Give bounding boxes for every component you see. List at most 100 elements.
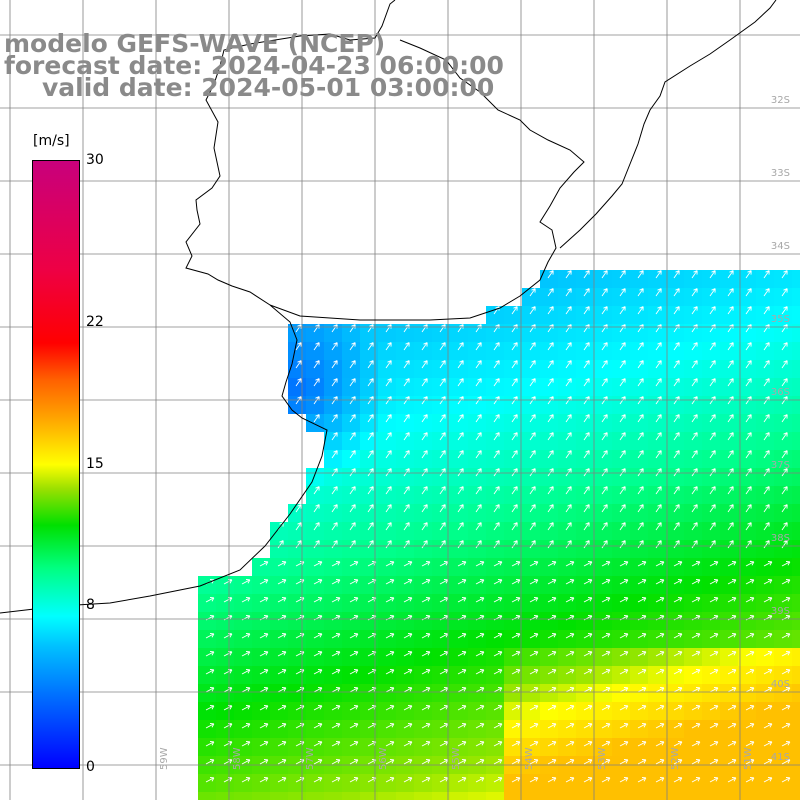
wind-arrow: [241, 687, 251, 693]
wind-speed-cell: [270, 612, 288, 630]
wind-speed-cell: [432, 342, 450, 360]
wind-speed-cell: [414, 558, 432, 576]
wind-arrow: [493, 468, 500, 477]
wind-speed-cell: [234, 738, 252, 756]
wind-arrow: [691, 306, 698, 315]
wind-arrow: [691, 450, 698, 459]
wind-speed-cell: [558, 702, 576, 720]
wind-speed-cell: [504, 666, 522, 684]
wind-speed-cell: [720, 306, 738, 324]
wind-arrow: [601, 759, 611, 765]
wind-arrow: [547, 723, 557, 729]
wind-arrow: [709, 579, 719, 585]
wind-speed-cell: [576, 360, 594, 378]
wind-arrow: [259, 669, 269, 675]
wind-speed-cell: [594, 612, 612, 630]
wind-speed-cell: [648, 432, 666, 450]
wind-speed-cell: [468, 684, 486, 702]
wind-speed-cell: [612, 324, 630, 342]
wind-arrow: [781, 687, 791, 693]
wind-arrow: [727, 414, 734, 423]
wind-arrow: [349, 522, 356, 531]
wind-speed-cell: [504, 594, 522, 612]
wind-arrow: [277, 777, 287, 783]
wind-speed-cell: [702, 414, 720, 432]
wind-speed-cell: [666, 702, 684, 720]
wind-arrow: [331, 777, 341, 783]
wind-arrow: [547, 306, 554, 315]
wind-speed-cell: [216, 738, 234, 756]
wind-arrow: [529, 504, 536, 513]
wind-arrow: [709, 777, 719, 783]
wind-arrow: [745, 342, 752, 351]
wind-arrow: [511, 597, 521, 603]
wind-arrow: [493, 633, 503, 639]
wind-arrow: [529, 597, 539, 603]
wind-speed-cell: [612, 414, 630, 432]
wind-speed-cell: [360, 666, 378, 684]
wind-arrow: [403, 633, 413, 639]
wind-arrow: [349, 486, 356, 495]
wind-arrow: [637, 432, 644, 441]
wind-speed-cell: [486, 702, 504, 720]
wind-speed-cell: [558, 324, 576, 342]
wind-arrow: [547, 360, 554, 369]
wind-speed-cell: [702, 522, 720, 540]
wind-arrow: [565, 687, 575, 693]
wind-speed-cell: [378, 594, 396, 612]
wind-speed-cell: [198, 684, 216, 702]
wind-speed-cell: [666, 648, 684, 666]
wind-arrow: [529, 759, 539, 765]
wind-speed-cell: [720, 270, 738, 288]
wind-arrow: [763, 414, 770, 423]
wind-speed-cell: [540, 432, 558, 450]
wind-speed-cell: [774, 504, 792, 522]
wind-speed-cell: [774, 612, 792, 630]
wind-speed-cell: [666, 738, 684, 756]
wind-speed-cell: [558, 450, 576, 468]
wind-arrow: [547, 633, 557, 639]
wind-arrow: [385, 414, 392, 423]
wind-speed-cell: [252, 720, 270, 738]
wind-speed-cell: [594, 468, 612, 486]
wind-speed-cell: [216, 576, 234, 594]
wind-arrow: [763, 669, 773, 675]
wind-arrow: [619, 759, 629, 765]
wind-speed-cell: [396, 612, 414, 630]
wind-speed-cell: [486, 792, 504, 800]
wind-speed-cell: [216, 702, 234, 720]
wind-speed-cell: [666, 576, 684, 594]
wind-arrow: [637, 468, 644, 477]
wind-arrow: [349, 597, 359, 603]
wind-arrow: [349, 579, 359, 585]
wind-arrow: [637, 669, 647, 675]
wind-speed-cell: [648, 522, 666, 540]
wind-arrow: [637, 378, 644, 387]
wind-arrow: [709, 522, 716, 531]
wind-arrow: [349, 777, 359, 783]
wind-arrow: [781, 342, 788, 351]
wind-arrow: [331, 342, 338, 351]
wind-speed-cell: [306, 414, 324, 432]
wind-arrow: [673, 597, 683, 603]
wind-speed-cell: [378, 630, 396, 648]
wind-speed-cell: [792, 396, 800, 414]
wind-arrow: [727, 633, 737, 639]
wind-speed-cell: [792, 666, 800, 684]
wind-speed-cell: [594, 324, 612, 342]
wind-speed-cell: [504, 540, 522, 558]
wind-speed-cell: [630, 504, 648, 522]
wind-arrow: [619, 597, 629, 603]
wind-speed-cell: [450, 342, 468, 360]
wind-arrow: [619, 561, 629, 567]
wind-arrow: [529, 378, 536, 387]
wind-speed-cell: [684, 306, 702, 324]
wind-arrow: [583, 378, 590, 387]
wind-arrow: [781, 540, 788, 549]
wind-speed-cell: [450, 414, 468, 432]
wind-speed-cell: [630, 270, 648, 288]
wind-speed-cell: [324, 738, 342, 756]
wind-speed-cell: [360, 558, 378, 576]
wind-speed-cell: [450, 738, 468, 756]
